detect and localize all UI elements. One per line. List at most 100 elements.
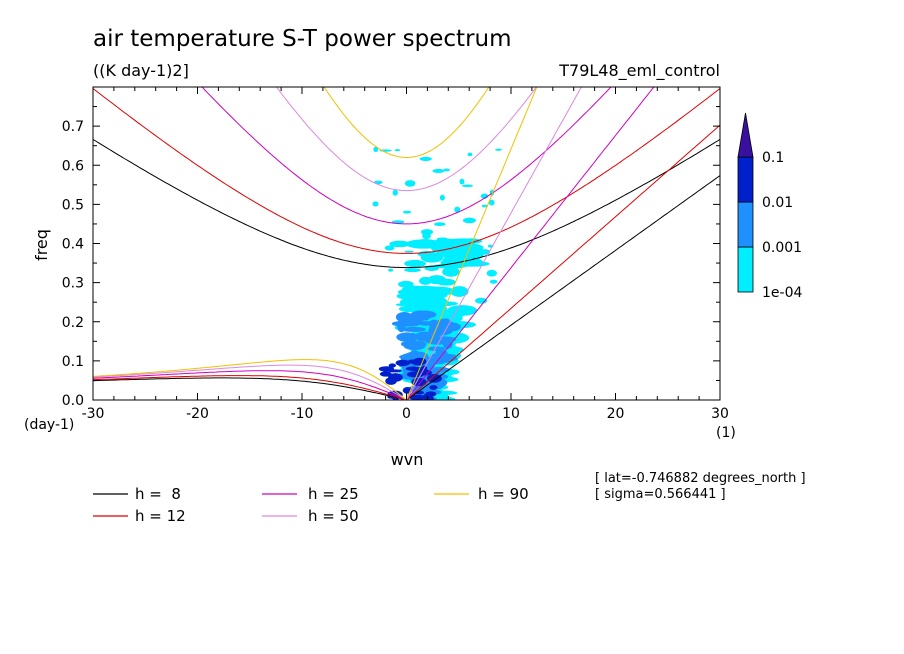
dispersion-curve-h25 [93,370,407,400]
power-contour-cell [419,156,432,161]
dispersion-curves [93,87,720,400]
power-contour-cell [407,359,418,364]
power-contour-cell [395,303,408,307]
sigma-info: [ sigma=0.566441 ] [595,487,726,502]
dispersion-curve-h8 [406,175,720,400]
latitude-info: [ lat=-0.746882 degrees_north ] [595,471,806,486]
dispersion-curve-h8 [93,138,720,269]
power-contour-cell [410,313,421,319]
power-contour-cell [397,317,423,327]
colorbar-label: 0.1 [762,150,784,166]
legend-label-h25: h = 25 [308,485,359,503]
power-contour-cell [450,286,469,297]
power-contour-cell [439,194,445,201]
power-contour-cell [400,340,427,348]
power-contour-cell [420,252,444,263]
power-contour-cell [407,294,418,300]
dispersion-curve-h8 [93,377,407,400]
y-tick-label: 0.4 [62,237,84,253]
y-tick-label: 0.3 [62,276,84,292]
power-contour-cell [407,302,442,313]
power-contour-cell [404,180,416,187]
power-contour-cell [462,217,476,224]
power-contour-cell [426,373,442,383]
dispersion-curve-h12 [406,124,720,400]
power-contour-cell [421,310,431,321]
y-tick-label: 0.6 [62,158,84,174]
power-contour-cell [406,285,442,293]
legend-label-h50: h = 50 [308,507,359,525]
power-contour-cell [430,336,457,343]
legend: h = 8 h = 12 h = 25 h = 50 h = 90 [93,485,529,525]
power-contour-cell [433,222,446,227]
colorbar-label: 0.01 [762,195,793,211]
legend-label-h12: h = 12 [135,507,186,525]
x-tick-label: -10 [291,406,314,422]
power-contour-cell [405,239,443,249]
power-contour-cell [462,184,473,188]
power-contour-cell [433,276,439,280]
y-tick-label: 0.1 [62,354,84,370]
x-tick-label: -20 [186,406,209,422]
y-tick-label: 0.0 [62,393,84,409]
dispersion-curve-h50 [406,87,582,400]
colorbar-swatch [737,246,754,293]
power-contour-cell [404,259,426,268]
power-contour-cell [426,346,446,351]
dispersion-curve-h12 [93,88,720,254]
dispersion-curve-h50 [93,364,407,400]
power-contour-cell [396,332,419,342]
power-contour-cell [428,325,453,336]
power-contour-cell [495,148,502,151]
x-tick-label: 30 [711,406,729,422]
power-contour-cell [425,391,437,397]
power-contour-cell [486,269,497,277]
power-contour-cell [404,268,421,273]
power-contour-cell [373,146,379,152]
dispersion-curve-h90 [406,87,538,400]
power-contour-cell [481,204,488,208]
power-contour-cell [440,248,463,259]
dispersion-curve-h25 [201,87,612,225]
chart-title: air temperature S-T power spectrum [93,26,512,52]
dispersion-curve-h90 [323,87,490,159]
x-tick-label: 0 [402,406,411,422]
run-label: T79L48_eml_control [558,61,720,81]
chart-subtitle: ((K day-1)2] [93,61,189,80]
power-contour-cell [479,249,491,255]
power-contour-cell [401,326,427,332]
power-contour-cell [392,189,398,196]
dispersion-curve-h25 [406,87,655,400]
power-contour-cell [429,385,438,390]
power-contour-cell [394,149,401,152]
y-unit-label: (day-1) [24,417,74,433]
y-tick-label: 0.7 [62,119,84,135]
power-contour-cell [395,359,411,367]
legend-label-h8: h = 8 [135,485,181,503]
y-tick-label: 0.2 [62,315,84,331]
power-contour-cell [402,210,412,214]
power-contour-cell [414,390,425,395]
power-contour-cell [489,279,498,284]
dispersion-curve-h90 [93,359,407,400]
x-unit-label: (1) [716,425,736,441]
x-tick-label: 10 [502,406,520,422]
power-contour-cell [398,280,414,288]
power-contour-cell [409,394,426,400]
power-contour-cell [432,168,445,173]
legend-label-h90: h = 90 [478,485,529,503]
y-tick-label: 0.5 [62,197,84,213]
axis-ticks: -30 -20 -10 0 10 20 30 0.0 0.1 0.2 0.3 0.4 0.5 0.6 0.7 [62,87,729,422]
power-contour-cell [388,363,397,368]
power-contour-cell [404,250,415,253]
power-contour-cell [454,206,461,213]
dispersion-curve-h12 [93,375,407,400]
x-tick-label: 20 [607,406,625,422]
power-contour-cell [422,232,431,240]
power-contour-cell [459,178,465,185]
power-contour-cell [446,349,459,354]
power-contour-cell [427,275,446,285]
power-contour-cell [443,168,451,172]
power-contour-cell [442,340,453,349]
